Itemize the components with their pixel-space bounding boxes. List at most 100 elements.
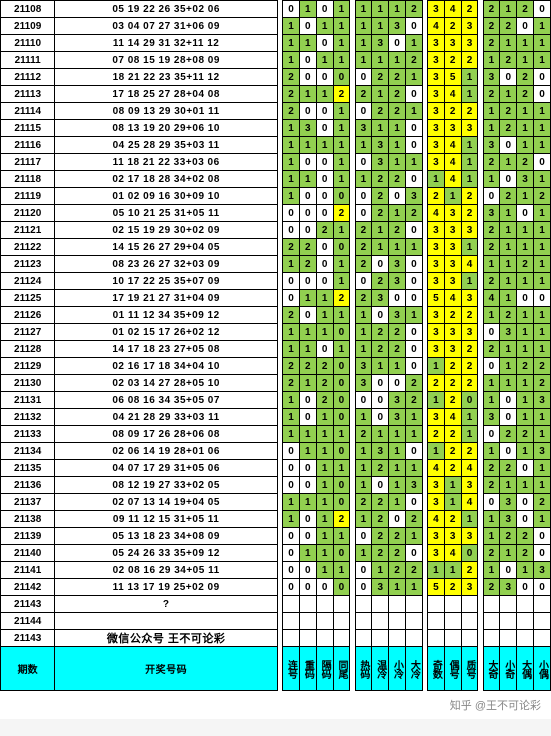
stat-cell: 2 [405, 511, 422, 528]
stat-cell: 0 [283, 1, 300, 18]
lottery-numbers: 08 12 19 27 33+02 05 [55, 477, 278, 494]
stat-cell: 1 [299, 171, 316, 188]
stat-cell: 1 [389, 460, 406, 477]
stat-cell: 0 [299, 562, 316, 579]
stat-cell: 0 [355, 103, 372, 120]
stat-cell: 1 [483, 392, 500, 409]
stat-cell: 2 [483, 341, 500, 358]
stat-cell-empty [299, 630, 316, 647]
stat-cell: 1 [500, 86, 517, 103]
stat-cell: 0 [483, 426, 500, 443]
period-id: 21127 [1, 324, 55, 341]
stat-cell: 1 [355, 1, 372, 18]
stat-cell-empty [500, 613, 517, 630]
stat-cell: 0 [333, 392, 350, 409]
stat-cell-empty [355, 630, 372, 647]
stat-cell: 0 [405, 171, 422, 188]
stat-cell: 1 [405, 409, 422, 426]
stat-cell: 3 [517, 171, 534, 188]
stat-cell: 1 [517, 222, 534, 239]
lottery-numbers: 03 04 07 27 31+06 09 [55, 18, 278, 35]
stat-cell: 1 [283, 409, 300, 426]
lottery-numbers: 02 17 18 28 34+02 08 [55, 171, 278, 188]
stat-cell: 0 [316, 256, 333, 273]
stat-cell: 1 [333, 562, 350, 579]
stat-cell: 3 [461, 290, 478, 307]
stat-cell: 3 [444, 205, 461, 222]
stat-cell: 0 [389, 35, 406, 52]
stat-cell: 0 [533, 579, 550, 596]
stat-cell: 2 [461, 358, 478, 375]
stat-cell: 1 [500, 222, 517, 239]
stat-cell-empty [444, 596, 461, 613]
stat-cell: 3 [483, 137, 500, 154]
stat-cell: 1 [355, 171, 372, 188]
header-nums: 开奖号码 [55, 647, 278, 691]
stat-cell: 1 [355, 545, 372, 562]
lottery-numbers: 17 18 25 27 28+04 08 [55, 86, 278, 103]
stat-cell: 1 [533, 477, 550, 494]
stat-cell: 2 [444, 579, 461, 596]
stat-cell: 1 [517, 477, 534, 494]
stat-cell: 1 [372, 86, 389, 103]
stat-cell: 0 [405, 443, 422, 460]
stat-cell: 1 [333, 103, 350, 120]
stat-cell: 3 [405, 477, 422, 494]
period-id: 21141 [1, 562, 55, 579]
stat-cell: 0 [372, 409, 389, 426]
period-id: 21122 [1, 239, 55, 256]
period-id: 21109 [1, 18, 55, 35]
stat-cell: 1 [517, 409, 534, 426]
stat-cell: 0 [517, 511, 534, 528]
stat-cell-empty [427, 613, 444, 630]
stat-cell: 0 [316, 103, 333, 120]
stat-cell: 1 [372, 562, 389, 579]
stat-cell: 1 [299, 545, 316, 562]
stat-cell: 2 [389, 69, 406, 86]
stat-cell: 0 [405, 545, 422, 562]
stat-cell: 3 [427, 273, 444, 290]
stat-cell: 2 [333, 86, 350, 103]
stat-cell: 1 [483, 52, 500, 69]
stat-cell-empty [517, 613, 534, 630]
stat-cell: 1 [333, 52, 350, 69]
stat-cell: 1 [444, 477, 461, 494]
stat-cell-empty [427, 630, 444, 647]
stat-cell-empty [333, 596, 350, 613]
stat-cell: 0 [500, 171, 517, 188]
stat-cell: 4 [444, 290, 461, 307]
stat-cell: 2 [389, 341, 406, 358]
stat-cell-empty [444, 613, 461, 630]
stat-cell: 4 [444, 86, 461, 103]
stat-cell: 3 [427, 239, 444, 256]
stat-cell: 3 [444, 239, 461, 256]
stat-cell: 4 [483, 290, 500, 307]
lottery-numbers: 11 18 21 22 33+03 06 [55, 154, 278, 171]
stat-cell: 1 [333, 35, 350, 52]
stat-cell: 1 [355, 477, 372, 494]
period-id: 21110 [1, 35, 55, 52]
stat-cell: 2 [355, 290, 372, 307]
stat-cell: 2 [389, 545, 406, 562]
stat-cell: 2 [316, 222, 333, 239]
stat-cell: 0 [517, 18, 534, 35]
stat-cell: 1 [389, 137, 406, 154]
period-id: 21144 [1, 613, 55, 630]
stat-cell: 1 [533, 307, 550, 324]
stat-cell: 2 [483, 477, 500, 494]
stat-cell: 1 [299, 137, 316, 154]
stat-cell: 1 [405, 579, 422, 596]
stat-cell: 0 [517, 205, 534, 222]
stat-cell: 2 [444, 103, 461, 120]
stat-cell: 0 [405, 290, 422, 307]
period-id: 21133 [1, 426, 55, 443]
stat-cell: 2 [372, 494, 389, 511]
stat-cell: 3 [389, 392, 406, 409]
stat-cell: 2 [461, 103, 478, 120]
stat-cell: 3 [483, 409, 500, 426]
stat-cell: 0 [461, 392, 478, 409]
stat-cell: 1 [283, 171, 300, 188]
stat-cell: 2 [389, 171, 406, 188]
lottery-numbers: 14 17 18 23 27+05 08 [55, 341, 278, 358]
stat-cell: 1 [372, 239, 389, 256]
